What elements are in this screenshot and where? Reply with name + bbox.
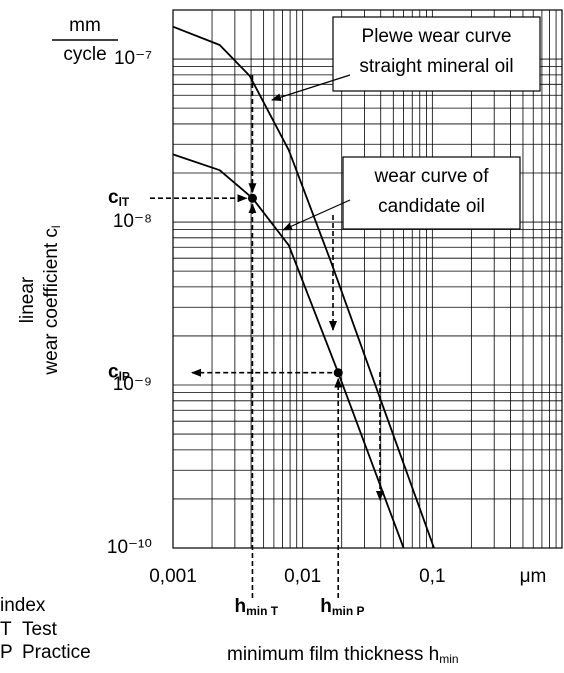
point-y-label-part: lT (119, 195, 130, 209)
y-label-part: l (49, 225, 63, 228)
legend-label: wear curve of (373, 166, 489, 187)
point-x-label: hmin T (234, 596, 278, 618)
legend-arrow (271, 74, 351, 102)
operating-point (247, 193, 257, 203)
x-tick-label: 0,1 (419, 566, 445, 587)
y-unit-denominator: cycle (63, 44, 106, 65)
y-tick-label: 10⁻⁹ (113, 374, 152, 395)
index-key: P (0, 642, 13, 663)
legend-label: straight mineral oil (359, 56, 513, 77)
x-tick-label: 0,01 (284, 566, 321, 587)
y-label: linear (17, 276, 38, 323)
point-y-label-part: c (108, 187, 119, 208)
point-x-label-part: min T (246, 604, 279, 618)
y-tick-label: 10⁻⁷ (114, 48, 152, 69)
series-line (172, 153, 405, 549)
y-label: wear coefficient cl (41, 225, 63, 375)
x-label-part: min (439, 652, 458, 666)
y-unit-numerator: mm (69, 15, 101, 36)
legend-label: Plewe wear curve (362, 26, 512, 47)
index-title: index (0, 595, 46, 616)
x-label: minimum film thickness hmin (227, 644, 459, 666)
x-unit: μm (520, 566, 547, 587)
legend-box (332, 16, 541, 92)
series-line (172, 25, 435, 549)
y-tick-label: 10⁻¹⁰ (107, 537, 152, 558)
point-y-label: clT (108, 187, 130, 209)
point-x-label-part: min P (332, 604, 365, 618)
point-x-label-part: h (320, 596, 332, 617)
point-y-label: clP (108, 362, 130, 384)
x-tick-label: 0,001 (149, 566, 197, 587)
index-value: Test (22, 619, 58, 640)
y-label-part: wear coefficient c (41, 228, 62, 375)
point-y-label-part: lP (119, 370, 130, 384)
point-x-label: hmin P (320, 596, 364, 618)
legend-label: candidate oil (378, 196, 485, 217)
point-y-label-part: c (108, 362, 119, 383)
point-x-label-part: h (234, 596, 246, 617)
legend-box (342, 156, 521, 230)
operating-point (333, 368, 343, 378)
plot-frame (172, 9, 563, 549)
index-key: T (0, 619, 12, 640)
y-tick-label: 10⁻⁸ (113, 211, 152, 232)
x-label-part: minimum film thickness h (227, 644, 439, 665)
legend-arrow (282, 199, 351, 231)
index-value: Practice (22, 642, 91, 663)
